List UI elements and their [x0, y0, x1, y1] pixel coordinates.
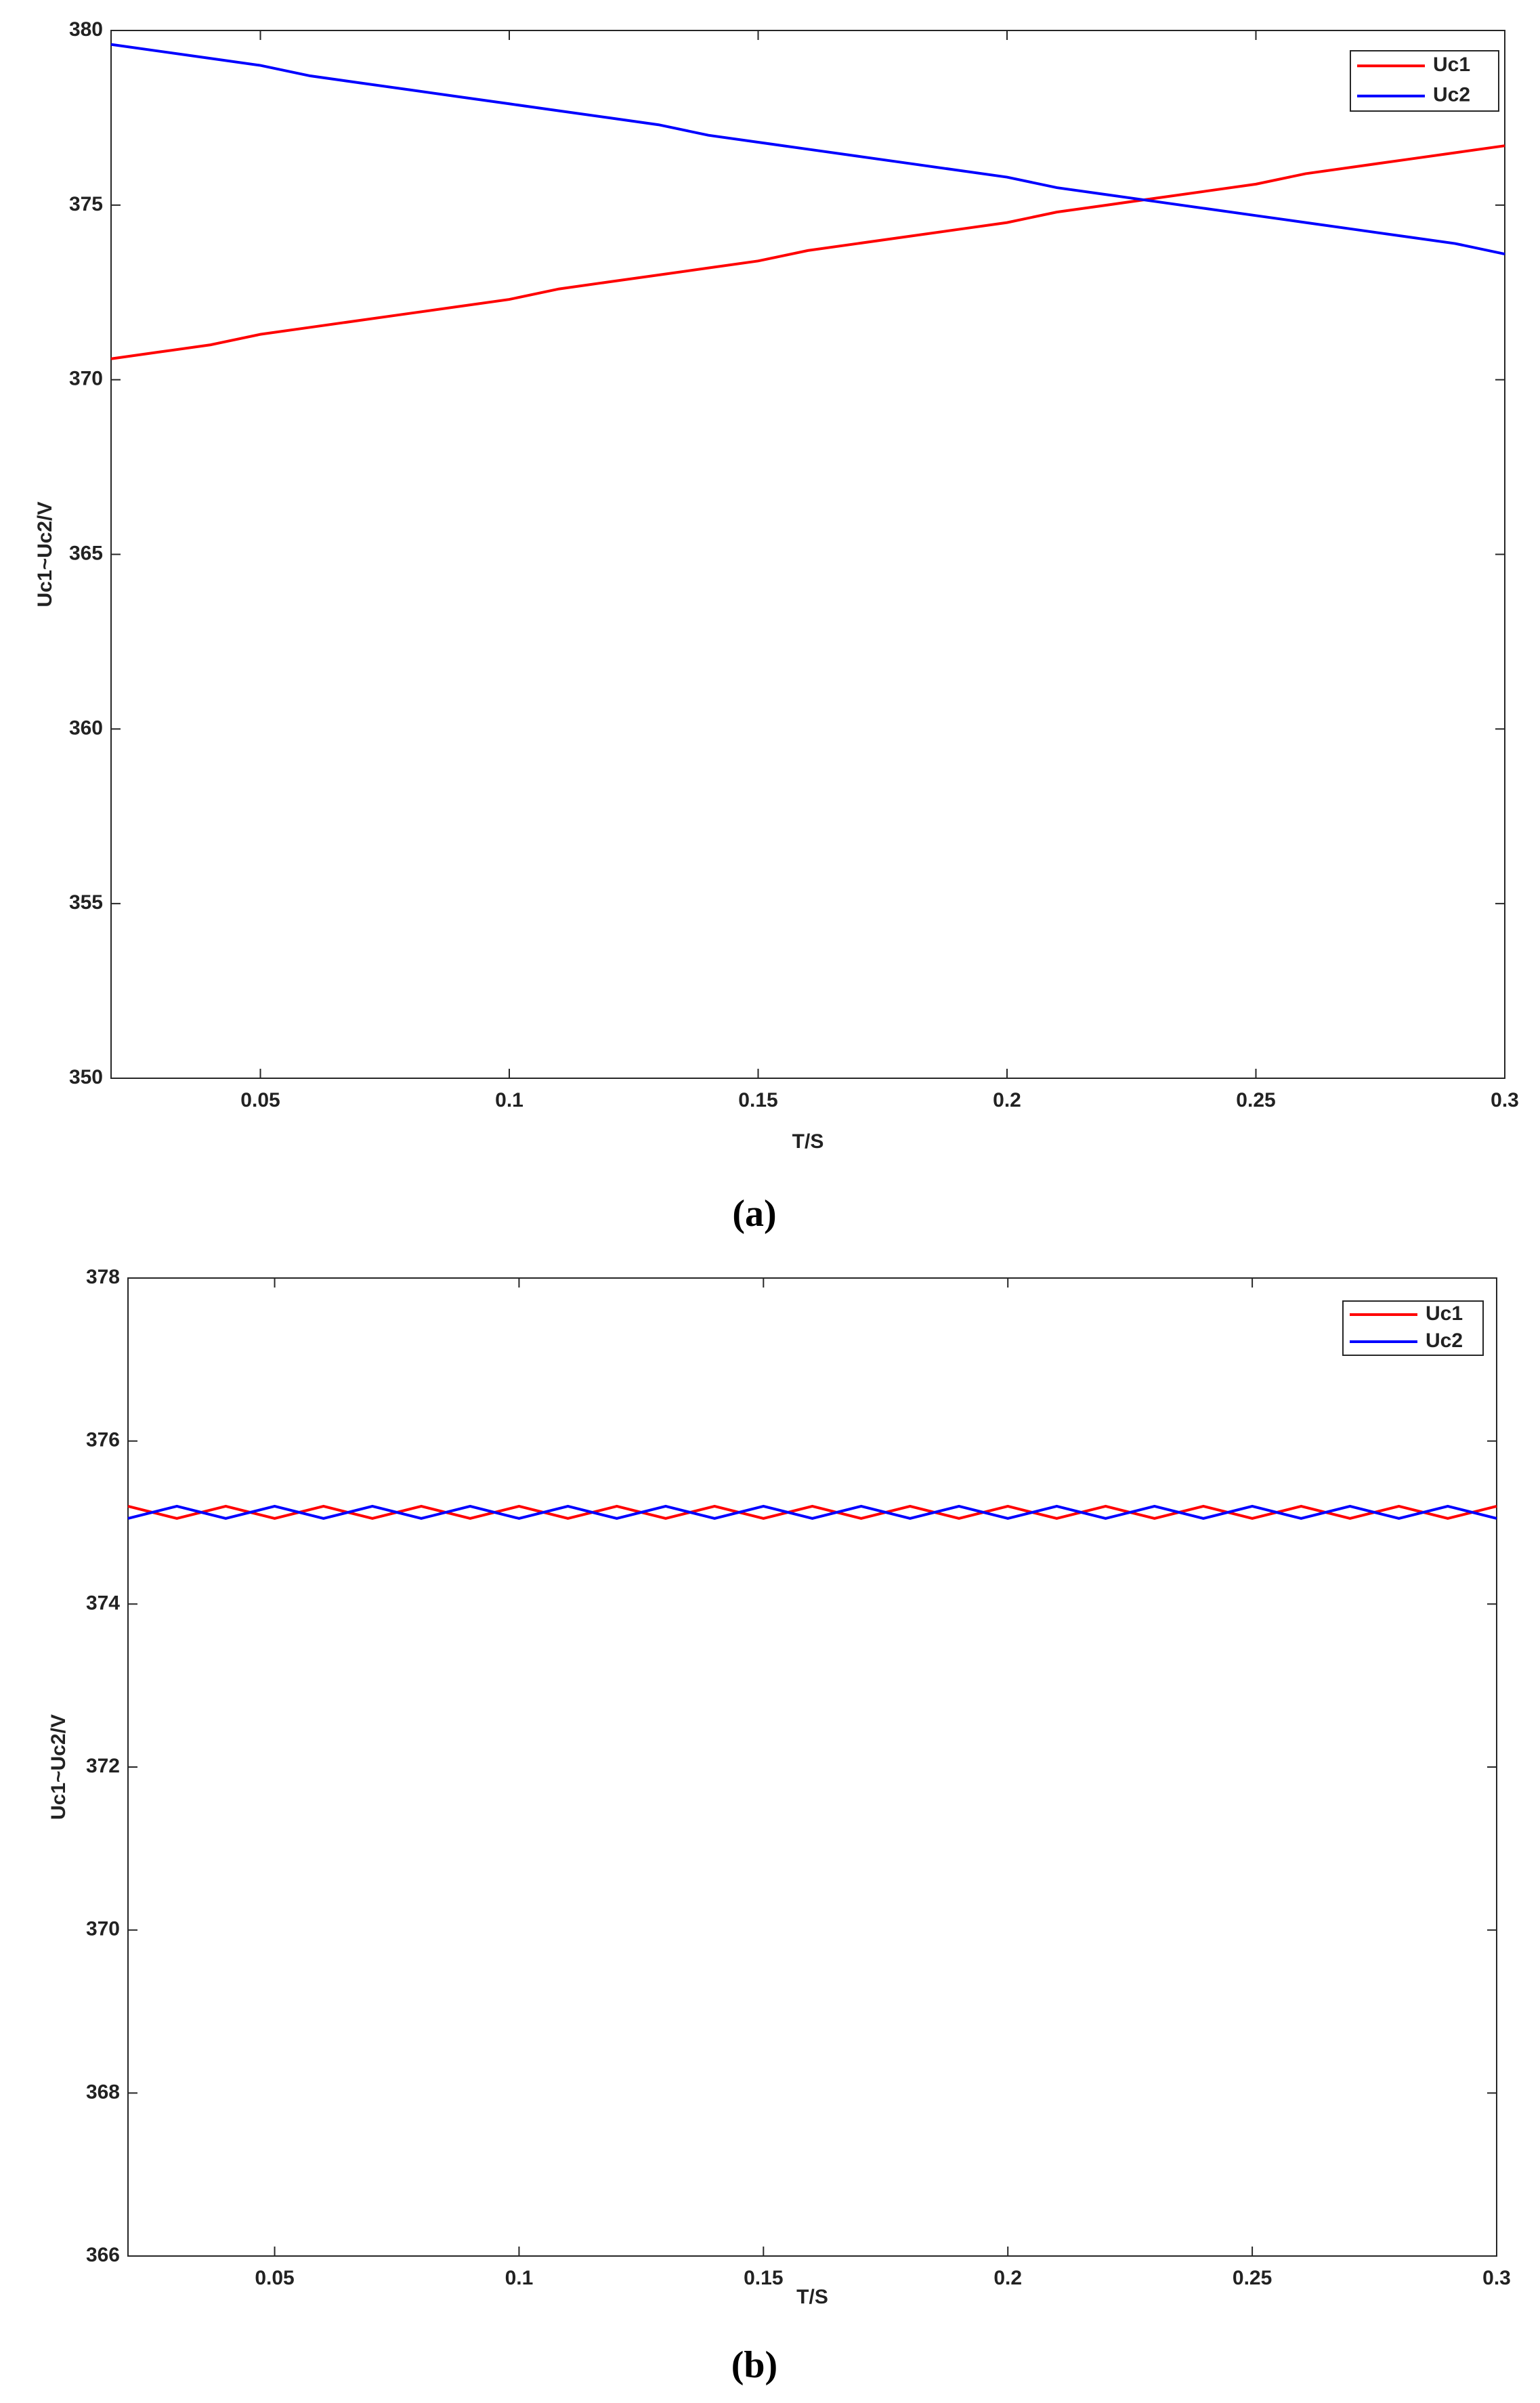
y-tick-label: 372 — [86, 1755, 120, 1777]
legend-label: Uc1 — [1426, 1302, 1463, 1325]
caption: (a) — [732, 1193, 776, 1235]
y-tick-label: 366 — [86, 2244, 120, 2266]
y-tick-label: 376 — [86, 1429, 120, 1451]
x-tick-label: 0.15 — [738, 1089, 777, 1111]
x-tick-label: 0.05 — [240, 1089, 280, 1111]
x-tick-label: 0.2 — [993, 2267, 1022, 2289]
series-line — [127, 1504, 1497, 1521]
series-line — [127, 1504, 1497, 1521]
series-line — [110, 144, 1505, 360]
y-tick-label: 380 — [69, 18, 103, 41]
y-tick-label: 370 — [69, 368, 103, 390]
x-tick-label: 0.1 — [505, 2267, 534, 2289]
x-tick-label: 0.3 — [1482, 2267, 1511, 2289]
y-tick-label: 374 — [86, 1592, 120, 1614]
legend-label: Uc2 — [1433, 84, 1470, 106]
y-tick-label: 375 — [69, 193, 103, 215]
plot-area — [110, 30, 1505, 1079]
x-tick-label: 0.2 — [993, 1089, 1021, 1111]
x-axis-label: T/S — [792, 1130, 824, 1153]
legend-box — [1342, 1300, 1484, 1356]
y-tick-label: 378 — [86, 1266, 120, 1288]
series-line — [110, 43, 1505, 255]
x-tick-label: 0.1 — [495, 1089, 523, 1111]
x-axis-label: T/S — [796, 2286, 828, 2308]
y-tick-label: 355 — [69, 891, 103, 914]
legend-label: Uc1 — [1433, 54, 1470, 76]
y-axis-label: Uc1~Uc2/V — [47, 1714, 70, 1820]
caption: (b) — [731, 2344, 777, 2386]
y-tick-label: 360 — [69, 717, 103, 739]
x-tick-label: 0.15 — [744, 2267, 783, 2289]
x-tick-label: 0.25 — [1233, 2267, 1272, 2289]
y-axis-label: Uc1~Uc2/V — [34, 502, 56, 608]
plot-area — [127, 1277, 1497, 2257]
y-tick-label: 370 — [86, 1918, 120, 1940]
legend-label: Uc2 — [1426, 1330, 1463, 1352]
y-tick-label: 350 — [69, 1066, 103, 1088]
x-tick-label: 0.25 — [1236, 1089, 1275, 1111]
y-tick-label: 368 — [86, 2081, 120, 2103]
x-tick-label: 0.05 — [255, 2267, 294, 2289]
y-tick-label: 365 — [69, 542, 103, 564]
x-tick-label: 0.3 — [1491, 1089, 1519, 1111]
legend-box — [1350, 50, 1499, 112]
